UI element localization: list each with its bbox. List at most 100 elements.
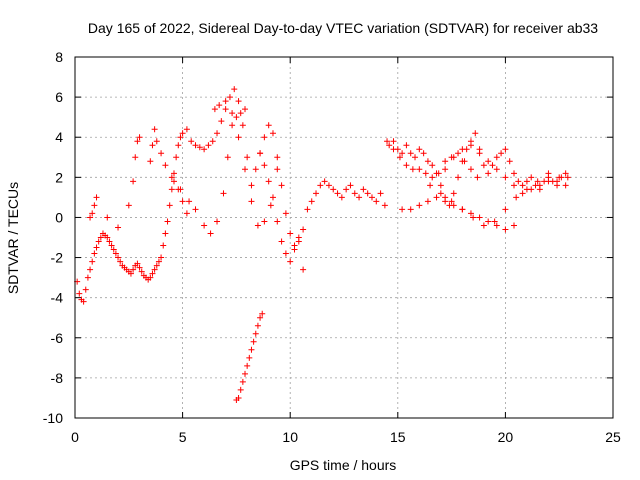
data-point	[334, 190, 341, 197]
data-point	[207, 230, 214, 237]
data-point	[261, 218, 268, 225]
data-point	[248, 182, 255, 189]
data-point	[246, 354, 253, 361]
data-point	[502, 226, 509, 233]
data-point	[108, 242, 115, 249]
data-point	[412, 154, 419, 161]
data-point	[564, 174, 571, 181]
data-point	[261, 162, 268, 169]
y-tick-label: -6	[51, 330, 64, 346]
data-point	[82, 286, 89, 293]
data-point	[175, 142, 182, 149]
data-point	[209, 138, 216, 145]
data-point	[104, 234, 111, 241]
data-point	[409, 166, 416, 173]
data-point	[480, 222, 487, 229]
data-point	[162, 162, 169, 169]
data-point	[485, 158, 492, 165]
data-point	[429, 162, 436, 169]
data-point	[158, 150, 165, 157]
data-point	[278, 182, 285, 189]
data-point	[242, 166, 249, 173]
data-point	[450, 190, 457, 197]
data-point	[173, 154, 180, 161]
data-point	[164, 218, 171, 225]
data-point	[523, 178, 530, 185]
data-point	[287, 230, 294, 237]
data-point	[147, 158, 154, 165]
data-point	[259, 310, 266, 317]
data-point	[511, 222, 518, 229]
data-point	[511, 170, 518, 177]
data-point	[117, 258, 124, 265]
y-tick-label: 0	[55, 209, 63, 225]
data-point	[224, 154, 231, 161]
data-point	[252, 330, 259, 337]
data-point	[384, 138, 391, 145]
data-point	[515, 178, 522, 185]
data-point	[220, 190, 227, 197]
data-point	[373, 198, 380, 205]
data-point	[448, 198, 455, 205]
data-point	[229, 110, 236, 117]
data-point	[170, 178, 177, 185]
data-point	[235, 394, 242, 401]
data-point	[153, 262, 160, 269]
y-tick-label: 4	[55, 129, 63, 145]
data-point	[467, 210, 474, 217]
data-point	[216, 102, 223, 109]
data-point	[338, 194, 345, 201]
data-point	[282, 250, 289, 257]
y-tick-label: 6	[55, 89, 63, 105]
data-point	[151, 266, 158, 273]
data-point	[485, 170, 492, 177]
data-point	[321, 178, 328, 185]
data-point	[407, 206, 414, 213]
data-point	[97, 234, 104, 241]
x-tick-label: 15	[390, 429, 406, 445]
data-point	[343, 186, 350, 193]
data-point	[390, 146, 397, 153]
data-point	[282, 210, 289, 217]
data-point	[237, 110, 244, 117]
data-point	[138, 268, 145, 275]
data-point	[399, 150, 406, 157]
data-point	[360, 186, 367, 193]
data-point	[407, 150, 414, 157]
data-point	[491, 218, 498, 225]
data-point	[162, 230, 169, 237]
data-point	[136, 264, 143, 271]
data-point	[242, 106, 249, 113]
data-point	[377, 190, 384, 197]
data-point	[278, 238, 285, 245]
data-point	[179, 198, 186, 205]
data-point	[168, 186, 175, 193]
data-point	[125, 202, 132, 209]
data-point	[149, 270, 156, 277]
data-point	[274, 218, 281, 225]
data-point	[166, 202, 173, 209]
data-point	[455, 174, 462, 181]
data-point	[136, 134, 143, 141]
data-point	[480, 162, 487, 169]
data-point	[437, 182, 444, 189]
data-point	[381, 202, 388, 209]
data-point	[106, 238, 113, 245]
data-point	[403, 142, 410, 149]
data-point	[356, 194, 363, 201]
data-point	[104, 214, 111, 221]
data-point	[153, 138, 160, 145]
data-point	[235, 134, 242, 141]
data-point	[201, 146, 208, 153]
data-point	[470, 214, 477, 221]
y-tick-label: -2	[51, 250, 64, 266]
data-point	[84, 274, 91, 281]
data-point	[91, 250, 98, 257]
data-point	[519, 190, 526, 197]
data-point	[498, 150, 505, 157]
data-point	[502, 206, 509, 213]
data-point	[149, 142, 156, 149]
data-point	[420, 150, 427, 157]
data-point	[461, 158, 468, 165]
data-point	[265, 122, 272, 129]
